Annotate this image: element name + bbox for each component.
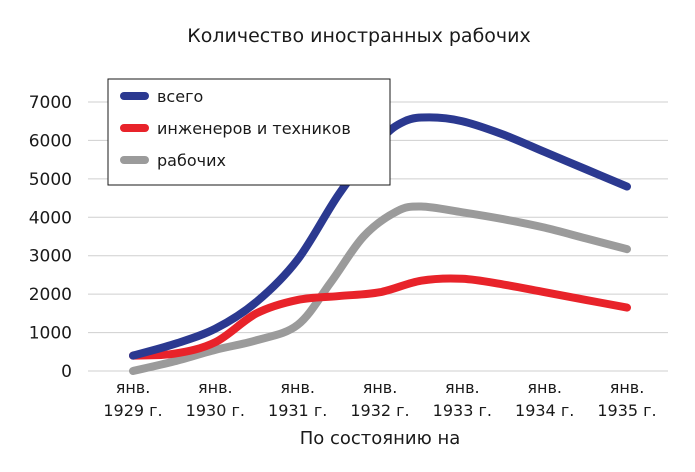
legend: всего инженеров и техников рабочих [107,78,391,186]
x-axis-ticks: янв. 1929 г. янв. 1930 г. янв. 1931 г. янв. 193… [103,378,656,420]
y-tick-label: 6000 [29,131,72,151]
x-tick-label-month: янв. [198,378,233,397]
legend-label-0: всего [157,87,203,106]
y-tick-label: 0 [61,362,72,382]
y-tick-label: 4000 [29,208,72,228]
x-tick-label-month: янв. [445,378,480,397]
legend-label-1: инженеров и техников [157,119,351,138]
x-axis-label: По состоянию на [300,428,461,449]
series-line-1 [129,274,631,360]
y-tick-label: 7000 [29,93,72,113]
x-tick-label-month: янв. [527,378,562,397]
x-tick-label-year: 1932 г. [350,401,409,420]
y-tick-label: 1000 [29,324,72,344]
x-tick-label-year: 1931 г. [268,401,327,420]
x-tick-label-month: янв. [116,378,151,397]
y-axis-ticks: 0 1000 2000 3000 4000 5000 6000 7000 [29,93,72,382]
x-tick-label-month: янв. [280,378,315,397]
y-tick-label: 5000 [29,170,72,190]
x-tick-label-year: 1934 г. [515,401,574,420]
x-tick-label-year: 1933 г. [433,401,492,420]
x-tick-label-year: 1935 г. [597,401,656,420]
x-tick-label-month: янв. [610,378,645,397]
chart-title: Количество иностранных рабочих [187,25,531,47]
y-tick-label: 3000 [29,247,72,267]
legend-box [107,78,391,186]
x-tick-label-year: 1929 г. [103,401,162,420]
series-line-2 [129,202,631,375]
legend-label-2: рабочих [157,151,226,170]
y-tick-label: 2000 [29,285,72,305]
x-tick-label-year: 1930 г. [186,401,245,420]
x-tick-label-month: янв. [363,378,398,397]
